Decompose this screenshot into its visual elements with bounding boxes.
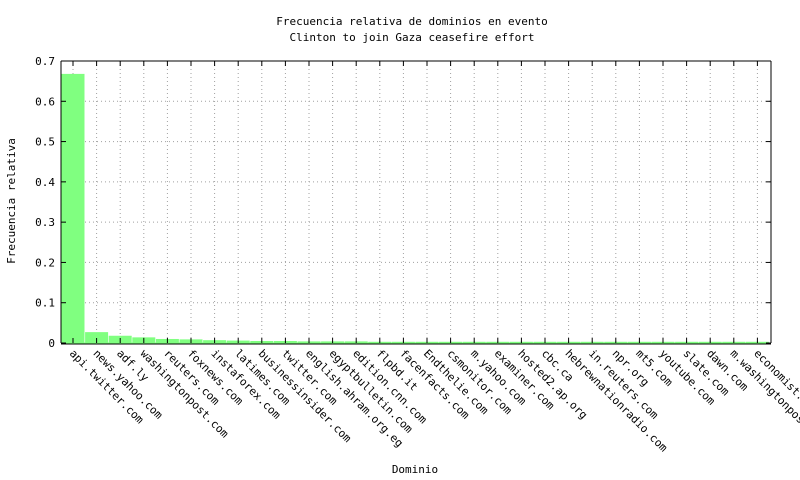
y-tick-label: 0.3 (35, 216, 55, 229)
x-axis: api.twitter.comnews.yahoo.comadf.lywashi… (67, 61, 800, 455)
bar (85, 332, 109, 343)
y-tick-label: 0.2 (35, 256, 55, 269)
y-tick-label: 0.1 (35, 297, 55, 310)
y-tick-label: 0 (48, 337, 55, 350)
plot-frame (60, 60, 772, 345)
y-tick-label: 0.7 (35, 55, 55, 68)
y-tick-label: 0.5 (35, 136, 55, 149)
y-tick-label: 0.6 (35, 95, 55, 108)
y-tick-label: 0.4 (35, 176, 55, 189)
grid-lines (61, 61, 771, 343)
chart-title: Frecuencia relativa de dominios en event… (276, 15, 548, 28)
chart-subtitle: Clinton to join Gaza ceasefire effort (289, 31, 534, 44)
y-axis: 0 0.1 0.2 0.3 0.4 0.5 0.6 0.7 (35, 55, 771, 350)
bar (61, 73, 85, 344)
y-axis-label: Frecuencia relativa (5, 138, 18, 264)
x-axis-label: Dominio (392, 463, 438, 476)
bars (61, 73, 769, 344)
